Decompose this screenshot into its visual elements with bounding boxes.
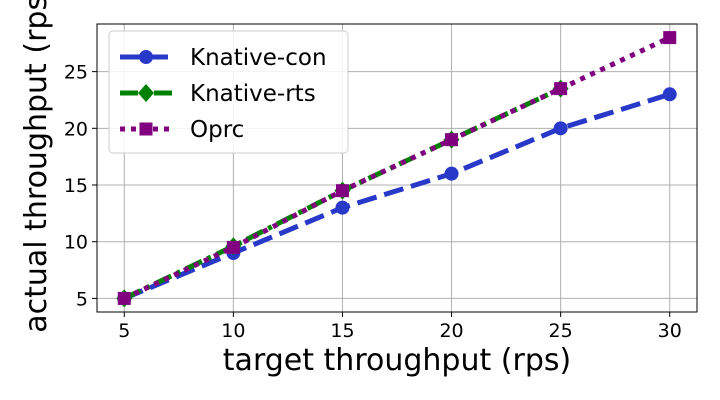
data-point — [663, 31, 677, 45]
legend-label: Oprc — [190, 117, 244, 143]
y-tick-label: 15 — [64, 175, 88, 197]
legend-box — [108, 30, 349, 154]
y-tick-label: 5 — [76, 288, 88, 310]
series-line — [123, 91, 671, 301]
plot-frame — [96, 23, 698, 313]
legend: Knative-con Knative-rts Oprc — [108, 30, 349, 154]
y-tick-label: 10 — [64, 232, 88, 254]
data-point — [335, 184, 349, 198]
y-tick-label: 20 — [64, 118, 88, 140]
legend-marker — [138, 84, 154, 102]
x-axis-label: target throughput (rps) — [223, 343, 571, 378]
data-point — [554, 82, 568, 96]
legend-marker — [139, 122, 153, 136]
x-tick-label: 30 — [658, 320, 682, 342]
series-line — [123, 35, 671, 301]
ticks: 5 10 15 20 25 30 5 10 15 20 25 — [64, 62, 682, 342]
y-axis-label: actual throughput (rps) — [19, 0, 54, 333]
x-tick-label: 15 — [330, 320, 354, 342]
legend-marker — [139, 50, 153, 64]
data-point — [117, 291, 131, 305]
data-point — [445, 133, 459, 147]
x-tick-label: 25 — [549, 320, 573, 342]
data-point — [226, 240, 240, 254]
data-point — [553, 121, 568, 136]
data-point — [444, 166, 459, 181]
series-layer — [116, 31, 677, 308]
x-tick-label: 5 — [118, 320, 130, 342]
x-tick-label: 10 — [221, 320, 245, 342]
series-oprc — [117, 31, 677, 305]
data-point — [335, 200, 350, 215]
data-point — [662, 87, 677, 102]
legend-label: Knative-rts — [190, 81, 316, 107]
x-tick-label: 20 — [439, 320, 463, 342]
legend-label: Knative-con — [190, 45, 327, 71]
y-tick-label: 25 — [64, 62, 88, 84]
